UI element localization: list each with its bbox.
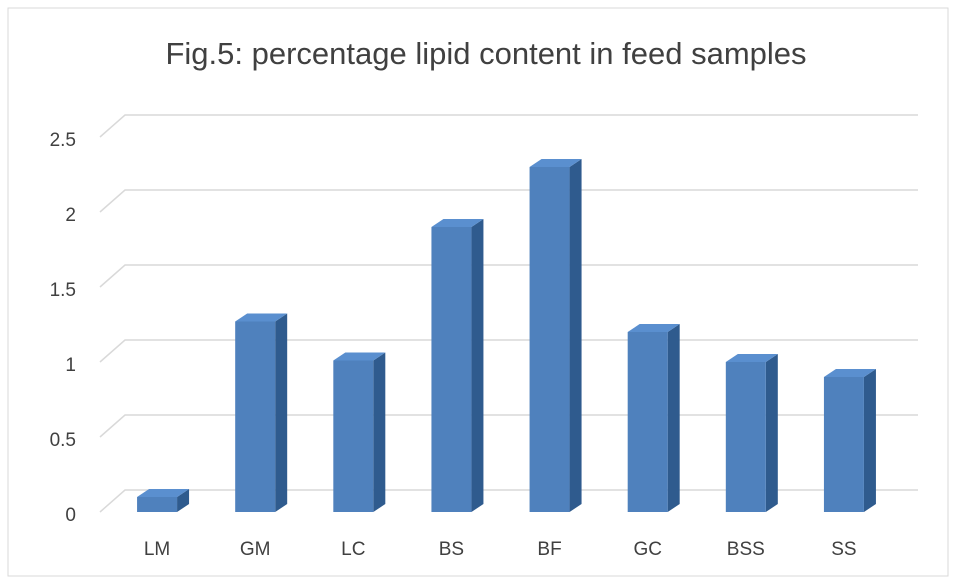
x-tick-label: BF <box>537 539 561 560</box>
x-tick-label: GM <box>240 539 271 560</box>
bar <box>627 324 680 512</box>
x-tick-label: SS <box>831 539 856 560</box>
bar <box>431 219 484 512</box>
grid-line <box>99 114 918 138</box>
y-tick-label: 1.5 <box>50 280 76 301</box>
bar-face <box>471 219 484 512</box>
bar-face <box>863 369 876 512</box>
y-tick-label: 2 <box>65 205 76 226</box>
bar-face <box>431 219 484 227</box>
bar-face <box>177 489 190 512</box>
bar-face <box>529 167 570 512</box>
x-tick-label: GC <box>633 539 662 560</box>
bar <box>137 489 190 512</box>
grid-line <box>99 264 918 288</box>
bar-face <box>235 321 276 512</box>
bar-face <box>431 227 472 512</box>
y-tick-label: 1 <box>65 355 76 376</box>
x-tick-label: BSS <box>727 539 765 560</box>
bar-face <box>333 360 374 512</box>
x-tick-label: LM <box>144 539 170 560</box>
y-tick-label: 0 <box>65 505 76 526</box>
bar-face <box>529 159 582 167</box>
bar-face <box>373 352 386 512</box>
bar <box>529 159 582 512</box>
bar-face <box>137 489 190 497</box>
bar-face <box>235 313 288 322</box>
bar-face <box>823 377 864 512</box>
y-tick-label: 0.5 <box>50 430 76 451</box>
bar-face <box>667 324 680 512</box>
bar <box>823 369 876 512</box>
x-tick-label: BS <box>439 539 464 560</box>
bar-face <box>333 352 386 361</box>
bar-face <box>725 354 778 362</box>
y-tick-label: 2.5 <box>50 130 76 151</box>
bar <box>725 354 778 512</box>
bar-face <box>627 332 668 512</box>
bar-face <box>823 369 876 377</box>
grid-line <box>99 189 918 213</box>
x-tick-label: LC <box>341 539 365 560</box>
bar-face <box>569 159 582 512</box>
bar <box>333 352 386 512</box>
bar-face <box>275 313 288 512</box>
bar <box>235 313 288 512</box>
bar-face <box>627 324 680 332</box>
bar-face <box>137 497 178 512</box>
chart-title: Fig.5: percentage lipid content in feed … <box>165 36 806 71</box>
bar-face <box>725 362 766 512</box>
bar-face <box>765 354 778 512</box>
